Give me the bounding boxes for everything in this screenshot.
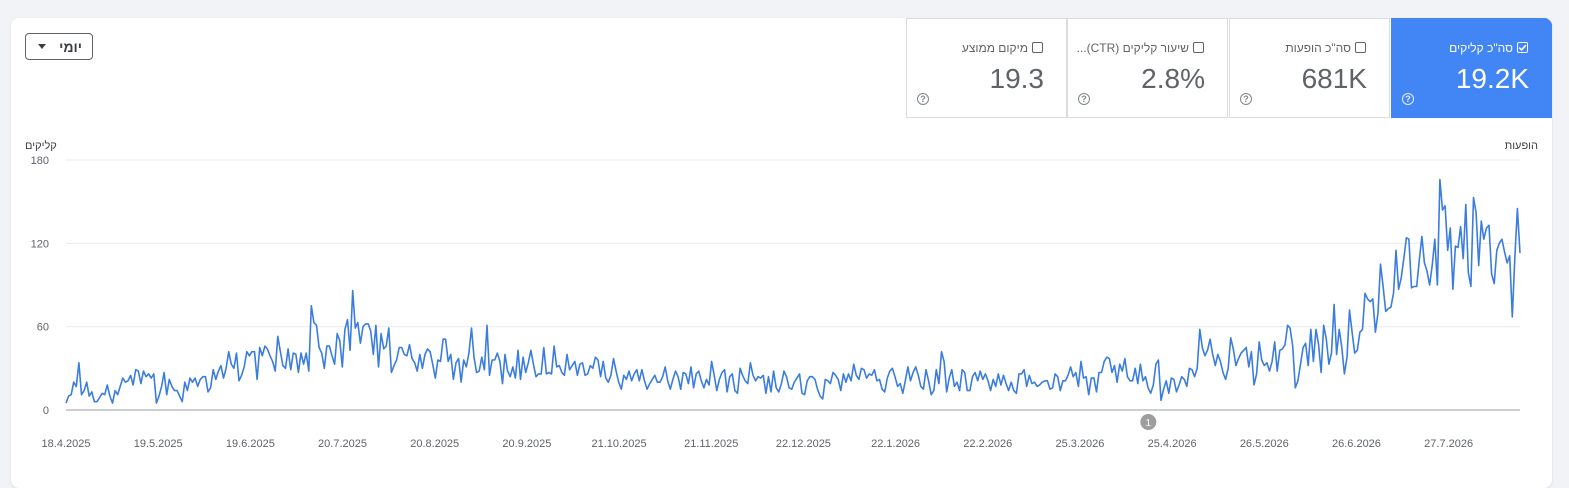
annotation-marker[interactable]: 1	[1140, 414, 1157, 430]
metric-label: מיקום ממוצע	[961, 41, 1028, 55]
metric-tile-clicks[interactable]: סה"כ קליקים 19.2K ?	[1391, 18, 1552, 118]
x-tick-label: 22.1.2026	[871, 438, 920, 450]
x-tick-label: 20.9.2025	[502, 438, 551, 450]
x-tick-label: 19.6.2025	[226, 438, 275, 450]
x-tick-label: 21.10.2025	[592, 438, 647, 450]
x-tick-label: 20.8.2025	[410, 438, 459, 450]
metric-value: 2.8%	[1141, 63, 1205, 94]
y-tick-label: 60	[37, 322, 49, 334]
performance-card: יומי מיקום ממוצע 19.3 ? שיעור קליקים (CT…	[11, 18, 1552, 488]
x-tick-label: 25.4.2026	[1148, 438, 1197, 450]
metric-tile-average-position[interactable]: מיקום ממוצע 19.3 ?	[906, 18, 1067, 118]
help-icon[interactable]: ?	[1402, 93, 1414, 105]
metric-tile-impressions[interactable]: סה"כ הופעות 681K ?	[1229, 18, 1390, 118]
left-axis-title: קליקים	[25, 140, 57, 152]
metric-label: שיעור קליקים (CTR)...	[1076, 41, 1189, 55]
x-tick-label: 22.12.2025	[776, 438, 831, 450]
x-tick-label: 25.3.2026	[1055, 438, 1104, 450]
x-tick-label: 18.4.2025	[42, 438, 91, 450]
checkbox-clicks[interactable]	[1517, 42, 1528, 53]
metric-tiles: מיקום ממוצע 19.3 ? שיעור קליקים (CTR)...…	[906, 18, 1552, 118]
x-tick-label: 26.6.2026	[1332, 438, 1381, 450]
x-tick-label: 27.7.2026	[1424, 438, 1473, 450]
x-tick-label: 19.5.2025	[134, 438, 183, 450]
metric-label: סה"כ הופעות	[1285, 41, 1351, 55]
x-tick-label: 21.11.2025	[684, 438, 738, 450]
metric-label: סה"כ קליקים	[1449, 41, 1513, 55]
y-tick-label: 120	[31, 238, 49, 250]
check-icon	[1518, 44, 1527, 52]
annotation-circle	[1140, 414, 1157, 430]
clicks-series-line	[65, 178, 1521, 404]
x-tick-label: 20.7.2025	[318, 438, 367, 450]
period-dropdown-label: יומי	[59, 38, 82, 55]
x-tick-label: 26.5.2026	[1240, 438, 1289, 450]
metric-tile-ctr[interactable]: שיעור קליקים (CTR)... 2.8% ?	[1067, 18, 1228, 118]
right-axis-title: הופעות	[1504, 140, 1538, 152]
checkbox-ctr[interactable]	[1193, 42, 1204, 53]
help-icon[interactable]: ?	[1078, 93, 1090, 105]
x-tick-label: 22.2.2026	[963, 438, 1012, 450]
help-icon[interactable]: ?	[1240, 93, 1252, 105]
checkbox-impressions[interactable]	[1355, 42, 1366, 53]
period-dropdown[interactable]: יומי	[25, 33, 93, 60]
annotation-label: 1	[1146, 418, 1152, 429]
metric-value: 19.3	[989, 63, 1045, 94]
metric-value: 681K	[1301, 63, 1367, 94]
y-tick-label: 180	[31, 155, 49, 167]
help-icon[interactable]: ?	[917, 93, 929, 105]
y-tick-label: 0	[43, 405, 49, 417]
chevron-down-icon	[38, 44, 46, 49]
clicks-line-chart[interactable]: 0 60 120 180 18.4.2025 19.5.2025 19.6.2025 20.7…	[11, 148, 1552, 468]
checkbox-average-position[interactable]	[1032, 42, 1043, 53]
metric-value: 19.2K	[1455, 63, 1529, 94]
